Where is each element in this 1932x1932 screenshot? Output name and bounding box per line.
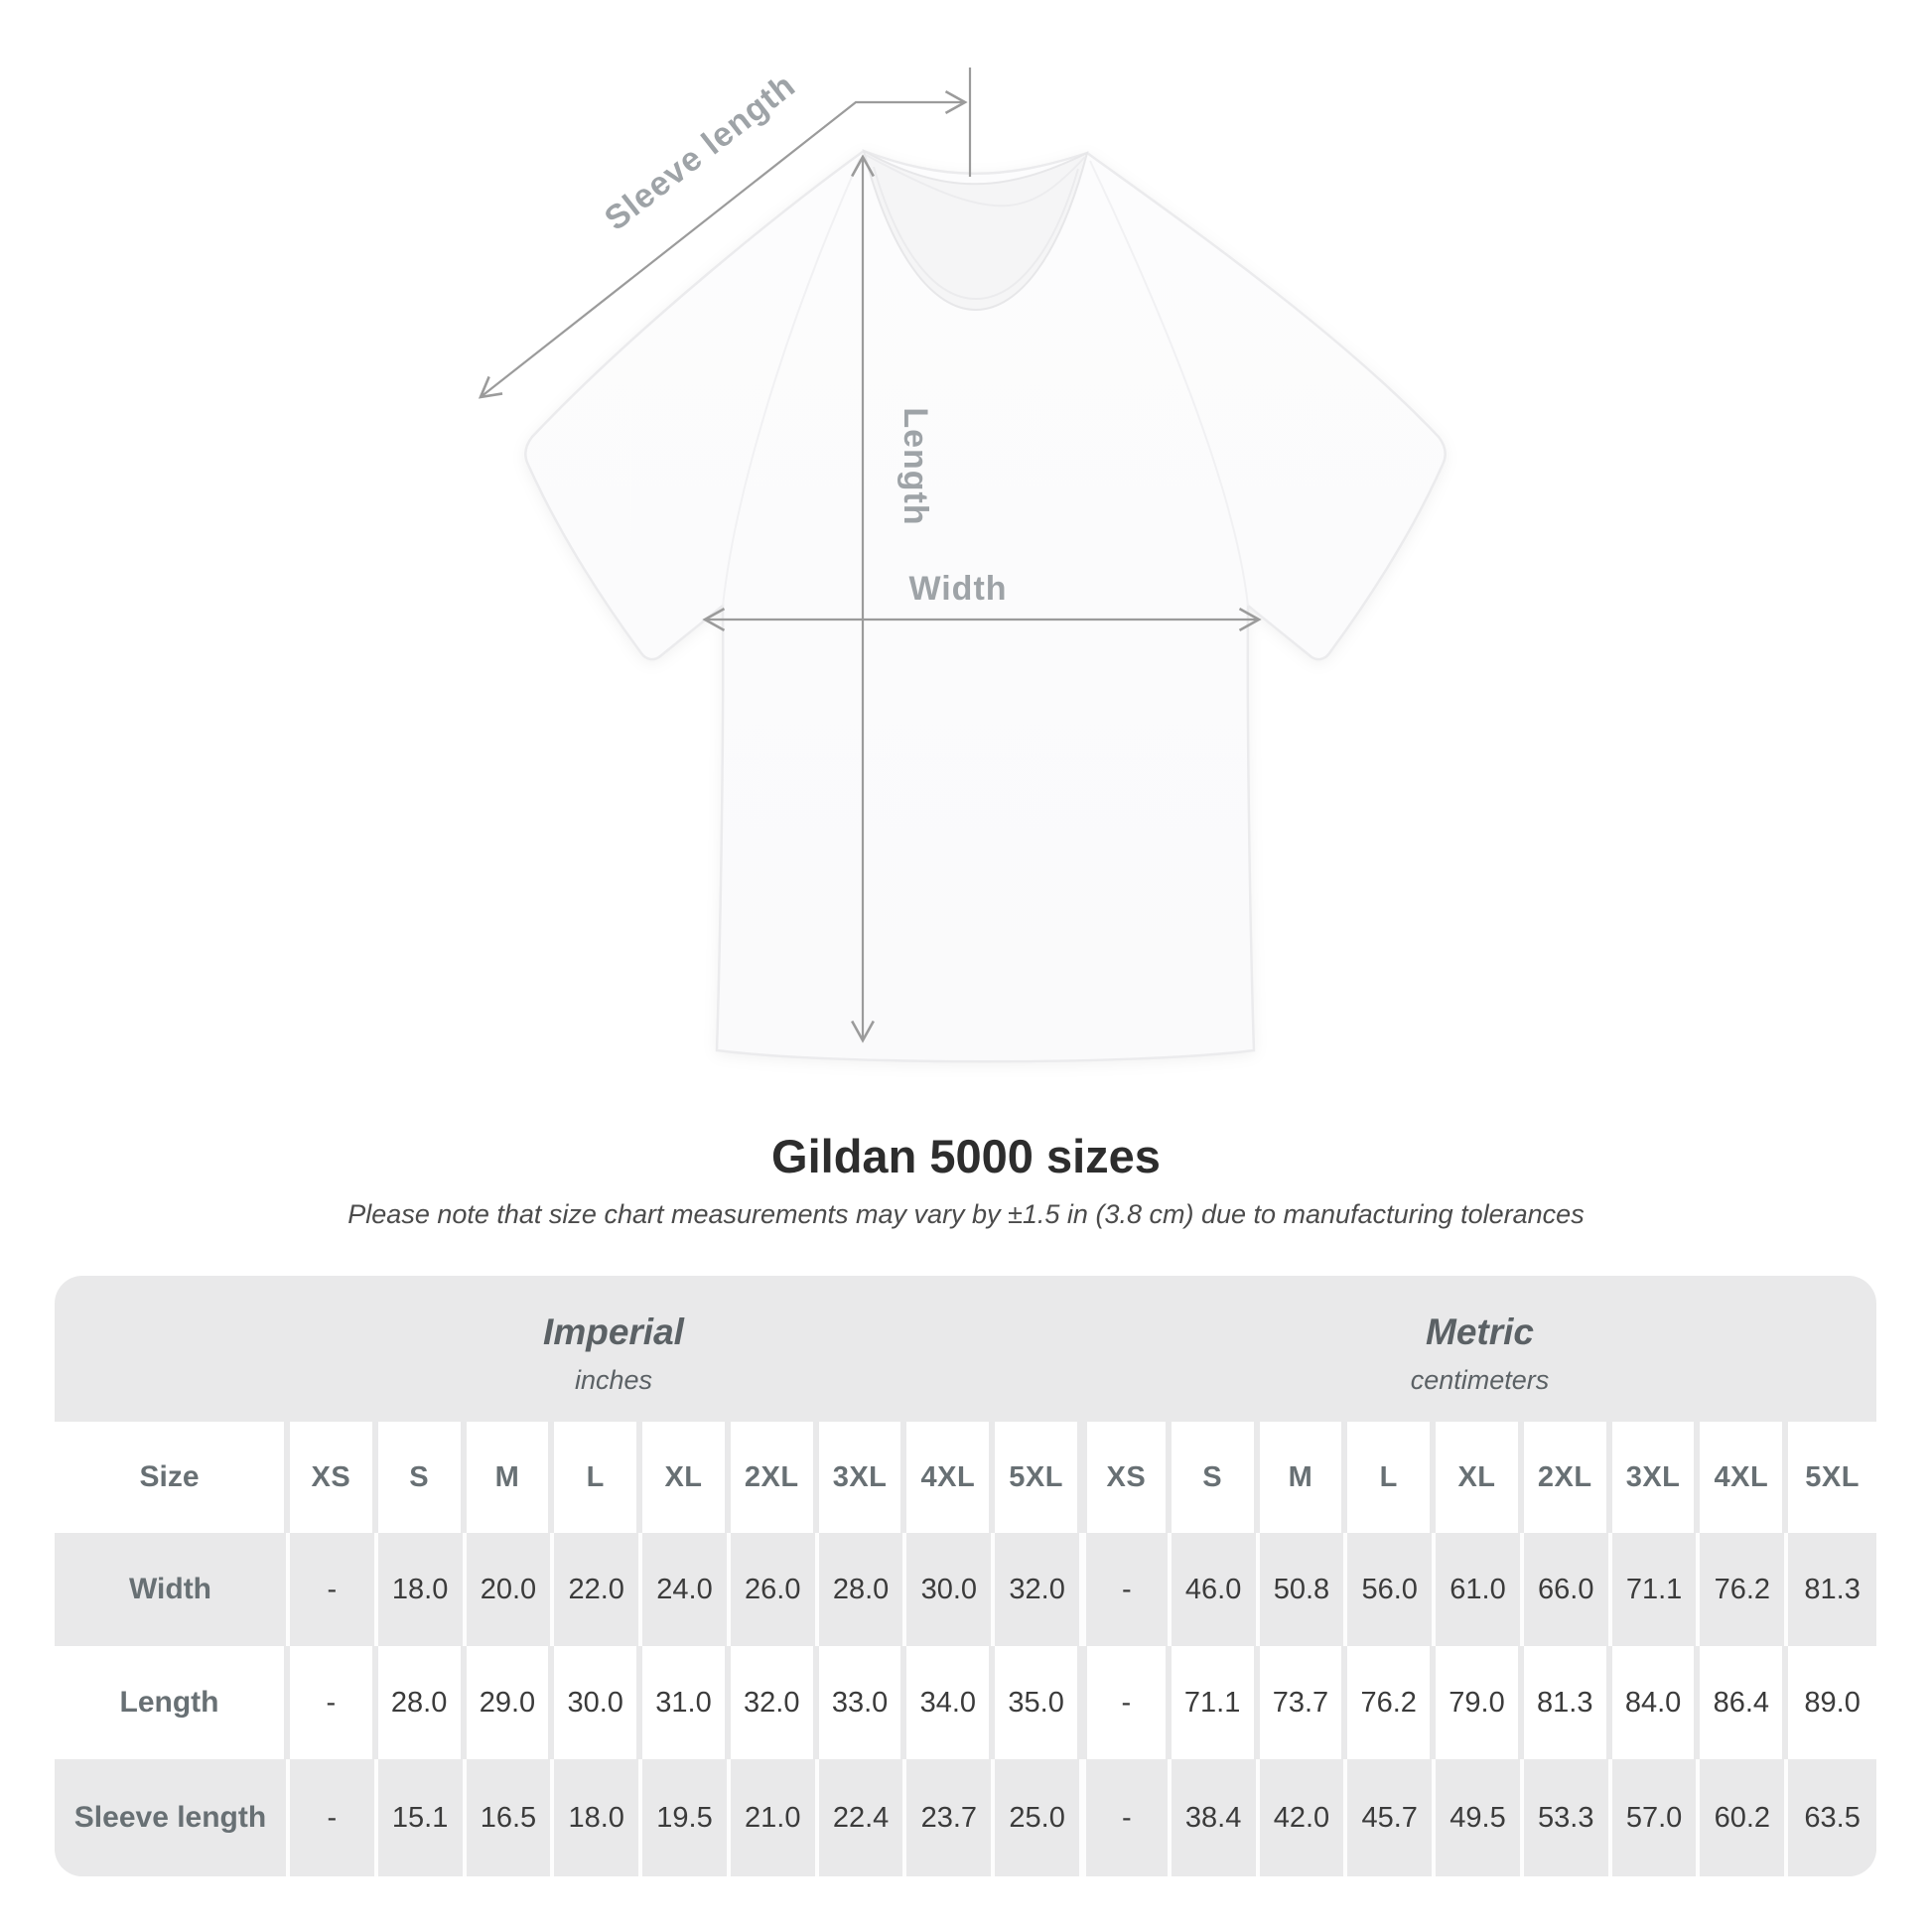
value-cell: 57.0: [1611, 1759, 1701, 1876]
row-label-cell: Sleeve length: [55, 1759, 290, 1876]
value-cell: 49.5: [1436, 1759, 1524, 1876]
value-cell: 20.0: [466, 1533, 555, 1646]
value-cell: 32.0: [995, 1533, 1083, 1646]
size-col-header: 3XL: [818, 1422, 907, 1533]
value-cell: 15.1: [377, 1759, 467, 1876]
value-cell: 35.0: [995, 1646, 1083, 1759]
value-cell: 71.1: [1611, 1533, 1701, 1646]
size-col-header: S: [1171, 1422, 1260, 1533]
value-cell: 18.0: [554, 1759, 643, 1876]
size-col-header: 2XL: [730, 1422, 819, 1533]
value-cell: 81.3: [1523, 1646, 1612, 1759]
metric-group-header: Metric centimeters: [1083, 1276, 1876, 1422]
value-cell: 30.0: [554, 1646, 643, 1759]
headline: Gildan 5000 sizes Please note that size …: [0, 1130, 1932, 1230]
size-col-header: 5XL: [995, 1422, 1083, 1533]
length-label: Length: [897, 407, 934, 525]
value-cell: 89.0: [1788, 1646, 1876, 1759]
size-col-header: S: [377, 1422, 467, 1533]
value-cell: 38.4: [1171, 1759, 1260, 1876]
size-col-header: M: [1259, 1422, 1348, 1533]
tshirt-measurement-diagram: Sleeve length Length Width: [478, 67, 1448, 1063]
value-cell: 16.5: [466, 1759, 555, 1876]
value-cell: 25.0: [995, 1759, 1083, 1876]
value-cell: 42.0: [1259, 1759, 1348, 1876]
row-label-cell: Width: [55, 1533, 290, 1646]
size-col-header: 5XL: [1788, 1422, 1876, 1533]
value-cell: 50.8: [1259, 1533, 1348, 1646]
value-cell: 46.0: [1171, 1533, 1260, 1646]
value-cell: 28.0: [818, 1533, 907, 1646]
tolerance-note: Please note that size chart measurements…: [347, 1199, 1585, 1230]
value-cell: 30.0: [906, 1533, 996, 1646]
size-col-header: XL: [1436, 1422, 1524, 1533]
value-cell: 32.0: [730, 1646, 819, 1759]
size-table: Imperial inches Metric centimeters Size …: [55, 1276, 1876, 1876]
value-cell: 86.4: [1700, 1646, 1789, 1759]
value-cell: 56.0: [1347, 1533, 1437, 1646]
value-cell: -: [290, 1533, 378, 1646]
size-col-header: 4XL: [906, 1422, 996, 1533]
size-col-header: 4XL: [1700, 1422, 1789, 1533]
size-col-header: XS: [290, 1422, 378, 1533]
value-cell: 76.2: [1700, 1533, 1789, 1646]
value-cell: -: [1083, 1759, 1172, 1876]
value-cell: -: [1083, 1646, 1172, 1759]
row-label-cell: Length: [55, 1646, 290, 1759]
width-label: Width: [908, 570, 1007, 608]
size-col-header: M: [466, 1422, 555, 1533]
table-corner-cell: Size: [55, 1422, 290, 1533]
size-col-header: XL: [642, 1422, 731, 1533]
size-col-header: 3XL: [1611, 1422, 1701, 1533]
size-col-header: 2XL: [1523, 1422, 1612, 1533]
value-cell: -: [290, 1646, 378, 1759]
value-cell: 18.0: [377, 1533, 467, 1646]
value-cell: 81.3: [1788, 1533, 1876, 1646]
tshirt-diagram-svg: Sleeve length Length Width: [478, 67, 1448, 1063]
value-cell: 60.2: [1700, 1759, 1789, 1876]
value-cell: 28.0: [377, 1646, 467, 1759]
value-cell: 66.0: [1523, 1533, 1612, 1646]
imperial-group-header: Imperial inches: [55, 1276, 1083, 1422]
value-cell: 45.7: [1347, 1759, 1437, 1876]
value-cell: 76.2: [1347, 1646, 1437, 1759]
size-col-header: L: [554, 1422, 643, 1533]
sleeve-length-line: [478, 90, 968, 399]
value-cell: 61.0: [1436, 1533, 1524, 1646]
value-cell: 22.4: [818, 1759, 907, 1876]
value-cell: 19.5: [642, 1759, 731, 1876]
value-cell: 24.0: [642, 1533, 731, 1646]
sleeve-length-label: Sleeve length: [598, 67, 802, 238]
value-cell: 84.0: [1611, 1646, 1701, 1759]
value-cell: 73.7: [1259, 1646, 1348, 1759]
imperial-group-unit: inches: [574, 1365, 653, 1395]
metric-group-label: Metric: [1426, 1311, 1534, 1352]
value-cell: 34.0: [906, 1646, 996, 1759]
value-cell: -: [290, 1759, 378, 1876]
value-cell: 63.5: [1788, 1759, 1876, 1876]
size-col-header: XS: [1083, 1422, 1172, 1533]
value-cell: 79.0: [1436, 1646, 1524, 1759]
value-cell: 22.0: [554, 1533, 643, 1646]
value-cell: 26.0: [730, 1533, 819, 1646]
corner-label: Size: [139, 1460, 200, 1493]
value-cell: 31.0: [642, 1646, 731, 1759]
imperial-group-label: Imperial: [543, 1311, 684, 1352]
value-cell: -: [1083, 1533, 1172, 1646]
measurement-annotations: [478, 68, 1262, 1043]
value-cell: 71.1: [1171, 1646, 1260, 1759]
size-col-header: L: [1347, 1422, 1437, 1533]
metric-group-unit: centimeters: [1410, 1365, 1550, 1395]
value-cell: 23.7: [906, 1759, 996, 1876]
value-cell: 21.0: [730, 1759, 819, 1876]
value-cell: 33.0: [818, 1646, 907, 1759]
page-title: Gildan 5000 sizes: [771, 1130, 1161, 1182]
value-cell: 29.0: [466, 1646, 555, 1759]
value-cell: 53.3: [1523, 1759, 1612, 1876]
tshirt-right-sleeve-seam: [1089, 160, 1249, 607]
